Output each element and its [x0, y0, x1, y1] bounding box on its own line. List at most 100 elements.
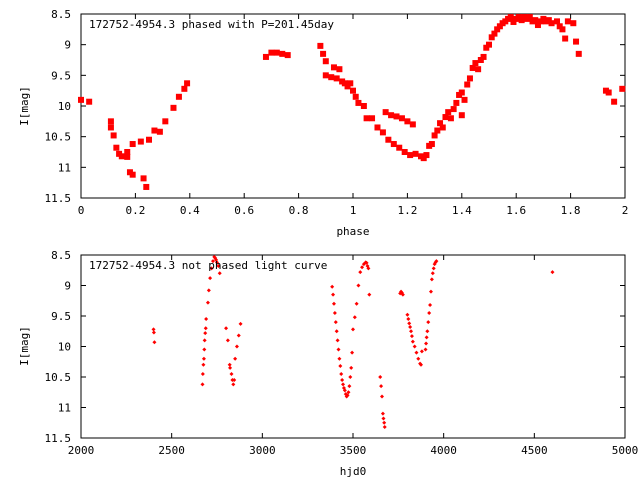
chart-title: 172752-4954.3 not phased light curve: [89, 259, 327, 272]
data-point: [439, 124, 446, 131]
data-point: [374, 124, 381, 131]
data-point: [477, 57, 484, 63]
data-point: [352, 93, 359, 100]
data-point: [554, 18, 560, 25]
data-point: [611, 98, 618, 105]
data-point: [447, 115, 454, 122]
data-point: [344, 83, 351, 90]
data-point: [231, 382, 236, 387]
data-point: [380, 411, 385, 416]
data-point: [486, 41, 492, 48]
data-point: [346, 390, 351, 395]
data-point: [205, 300, 210, 305]
data-point: [429, 277, 434, 282]
data-point: [526, 14, 533, 21]
data-point: [510, 18, 517, 25]
data-point: [453, 99, 460, 106]
data-point: [124, 149, 131, 155]
data-point: [328, 74, 335, 81]
data-point: [427, 310, 432, 315]
data-point: [424, 335, 429, 340]
data-point: [364, 260, 369, 265]
data-point: [423, 152, 430, 159]
axis-ticks: [80, 254, 626, 439]
x-tick-labels: 0 0.2 0.4 0.6 0.8 1 1.2 1.4 1.6 1.8 2: [78, 204, 629, 217]
data-point: [232, 378, 237, 383]
data-point: [225, 338, 230, 343]
x-tick-label: 1.2: [397, 204, 417, 217]
data-point: [143, 183, 150, 190]
data-point: [201, 362, 206, 367]
x-tick-label: 0.4: [180, 204, 200, 217]
data-point: [419, 349, 424, 354]
data-point: [151, 330, 156, 335]
data-point: [570, 20, 577, 27]
y-tick-label: 11: [58, 402, 71, 415]
data-point: [209, 266, 214, 271]
data-point: [342, 388, 347, 393]
y-tick-label: 10.5: [45, 371, 72, 384]
data-point: [483, 44, 490, 51]
data-point: [407, 321, 412, 326]
y-axis-label: I[mag]: [18, 86, 31, 126]
data-point: [562, 35, 569, 42]
data-point: [475, 66, 482, 73]
data-point: [279, 50, 286, 57]
data-point: [333, 75, 340, 82]
data-point: [215, 260, 219, 265]
data-points: [151, 254, 555, 430]
plot-frame: [80, 13, 626, 199]
data-point: [334, 329, 339, 334]
x-tick-label: 1: [350, 204, 357, 217]
data-point: [559, 26, 566, 33]
data-point: [208, 276, 213, 281]
data-point: [268, 49, 275, 56]
data-point: [206, 288, 211, 293]
data-points: [78, 14, 626, 190]
data-point: [322, 72, 329, 79]
data-point: [331, 301, 336, 306]
y-tick-label: 8.5: [51, 8, 71, 21]
data-point: [124, 153, 131, 160]
x-axis-label: hjd0: [340, 465, 367, 478]
data-point: [461, 96, 468, 103]
data-point: [396, 144, 403, 151]
data-point: [322, 58, 329, 65]
data-point: [336, 66, 343, 73]
data-point: [332, 310, 337, 315]
data-point: [352, 315, 357, 320]
data-point: [363, 115, 370, 122]
data-point: [317, 42, 324, 49]
data-point: [341, 382, 346, 387]
data-point: [390, 141, 397, 148]
data-point: [355, 99, 362, 106]
x-tick-label: 0: [78, 204, 85, 217]
data-point: [605, 89, 612, 96]
data-point: [408, 324, 413, 329]
data-point: [381, 416, 386, 421]
data-point: [379, 129, 386, 136]
chart-title: 172752-4954.3 phased with P=201.45day: [89, 18, 334, 31]
data-point: [129, 171, 136, 178]
data-point: [556, 23, 563, 30]
data-point: [118, 153, 125, 160]
data-point: [202, 347, 207, 352]
data-point: [428, 289, 433, 294]
data-point: [200, 371, 205, 376]
data-point: [170, 104, 177, 111]
data-point: [573, 38, 580, 45]
y-tick-labels: 8.5 9 9.5 10 10.5 11 11.5: [45, 249, 72, 445]
data-point: [340, 378, 345, 383]
y-tick-label: 9: [64, 280, 71, 293]
data-point: [548, 20, 555, 27]
data-point: [428, 303, 433, 308]
y-tick-label: 11.5: [45, 432, 72, 445]
data-point: [458, 89, 465, 96]
data-point: [330, 64, 337, 71]
data-point: [400, 292, 405, 297]
data-point: [233, 356, 238, 361]
data-point: [378, 375, 383, 379]
y-tick-label: 9.5: [51, 310, 71, 323]
data-point: [550, 270, 555, 275]
